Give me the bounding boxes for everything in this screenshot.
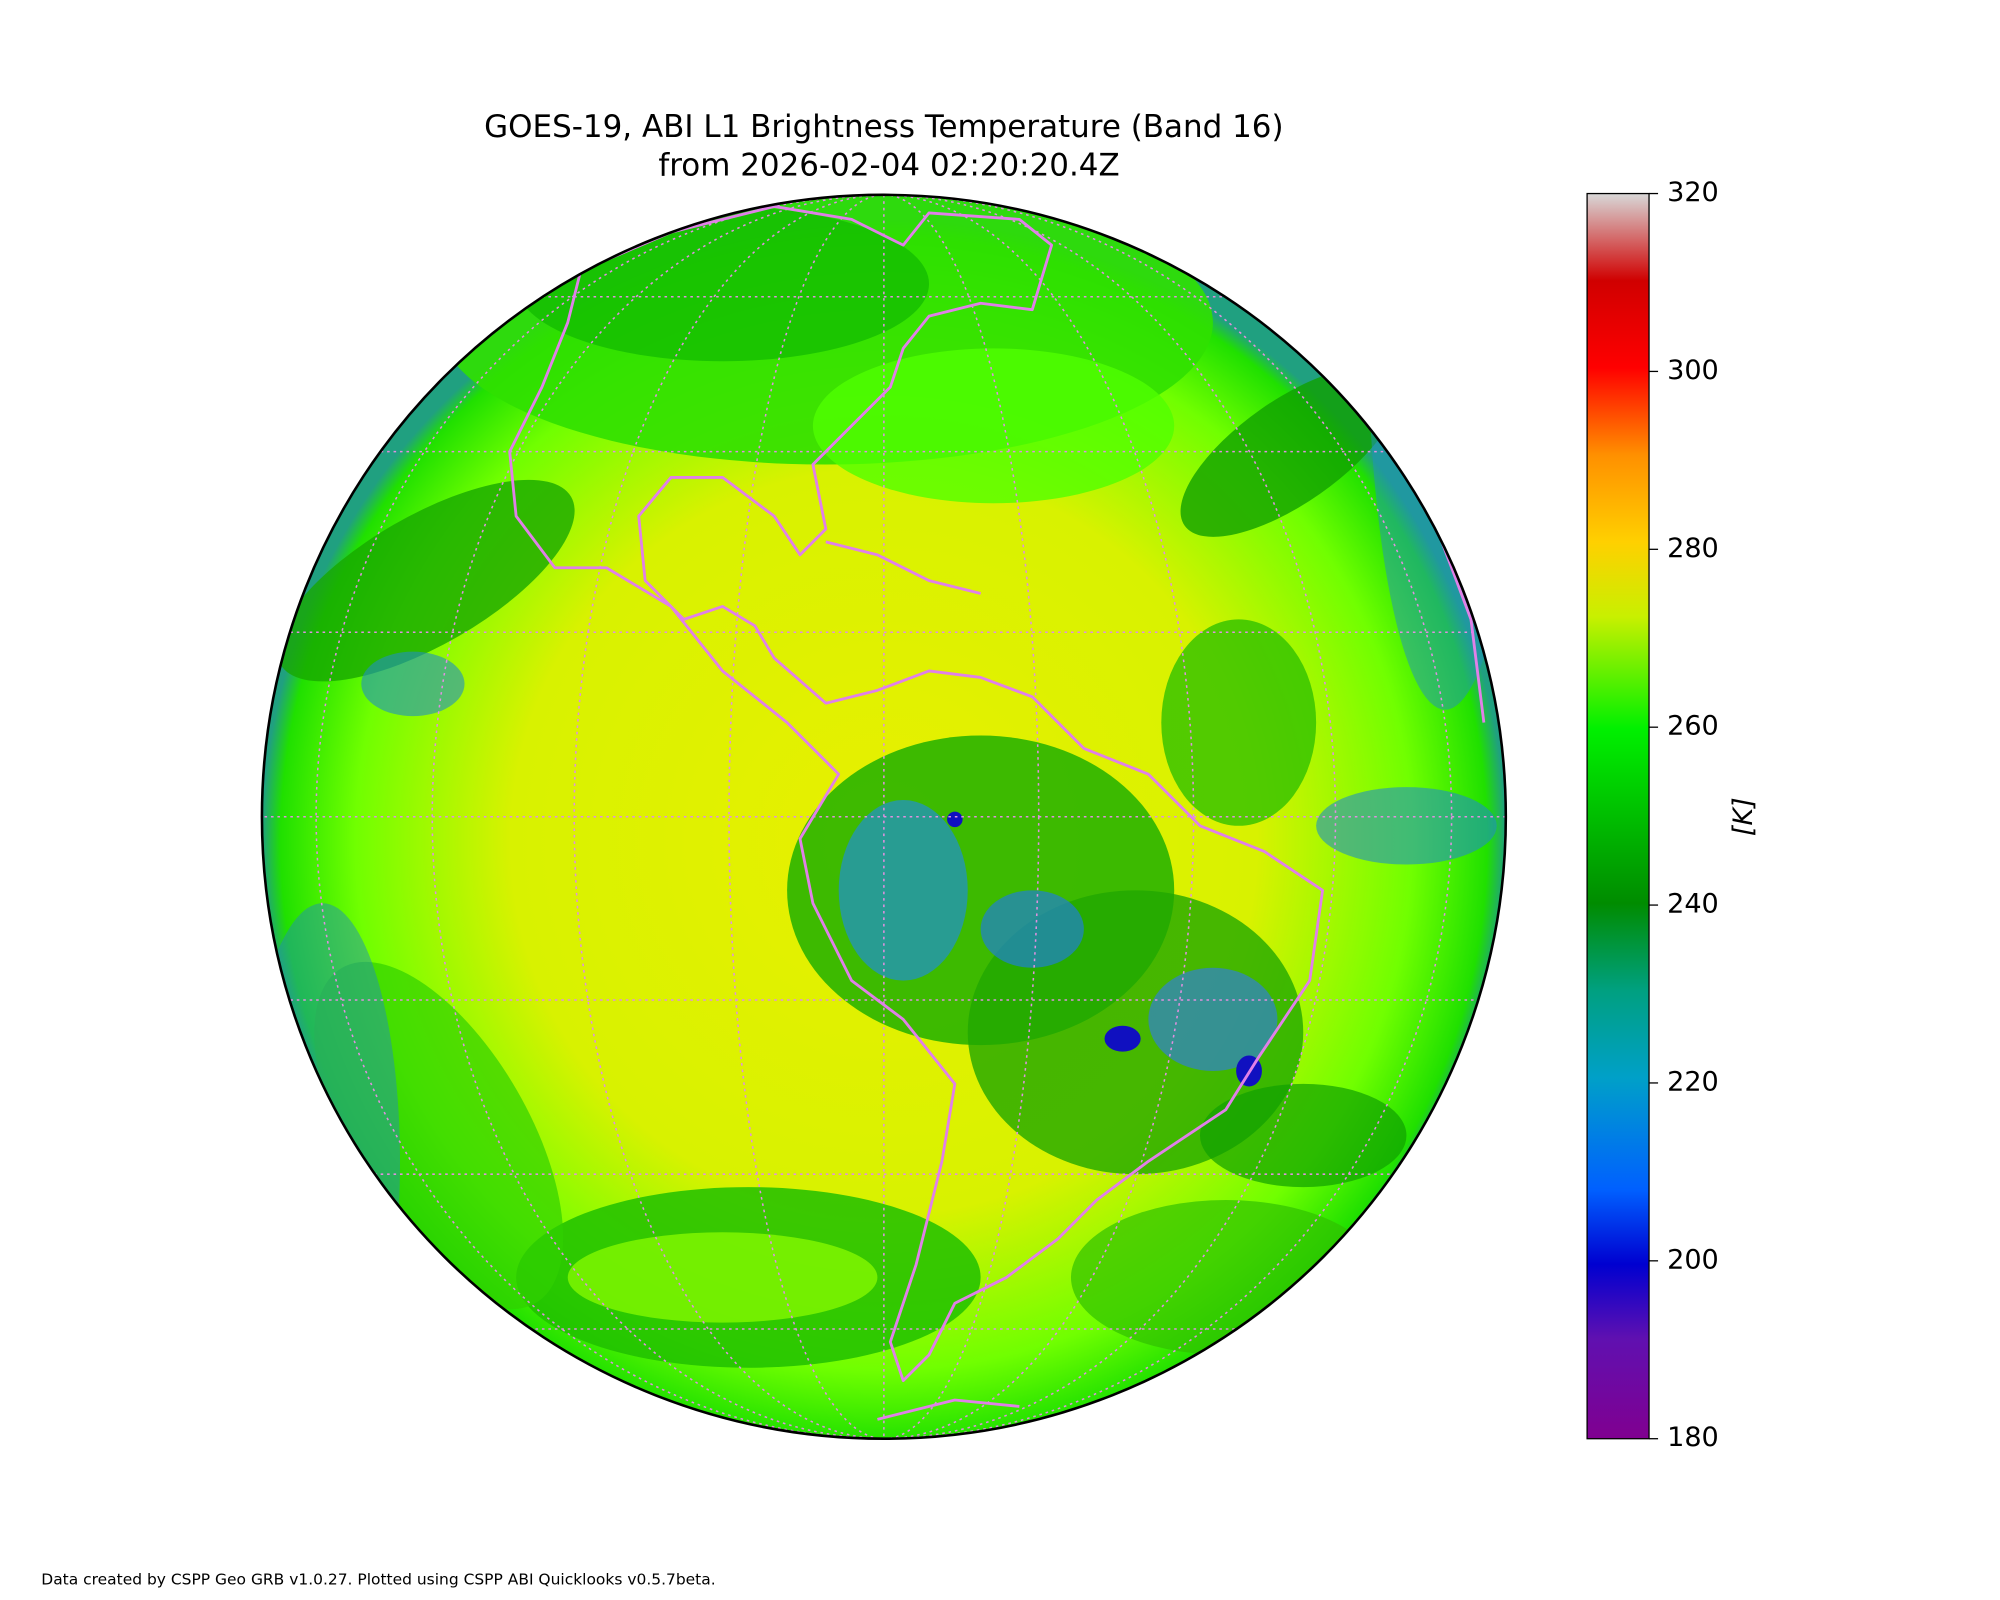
tick-label: 240 <box>1667 889 1719 920</box>
colorbar-label: [K] <box>1728 797 1759 836</box>
title: GOES-19, ABI L1 Brightness Temperature (… <box>484 109 1283 145</box>
tick-label: 280 <box>1667 533 1719 564</box>
footer: Data created by CSPP Geo GRB v1.0.27. Pl… <box>41 1571 715 1589</box>
colorbar <box>1586 192 1650 1440</box>
tick-label: 260 <box>1667 711 1719 742</box>
subtitle: from 2026-02-04 02:20:20.4Z <box>658 147 1119 183</box>
earth-image <box>260 193 1508 1440</box>
tick-label: 180 <box>1667 1422 1719 1453</box>
tick-label: 200 <box>1667 1244 1719 1275</box>
tick-label: 320 <box>1667 177 1719 208</box>
tick-label: 300 <box>1667 355 1719 386</box>
tick-label: 220 <box>1667 1066 1719 1097</box>
